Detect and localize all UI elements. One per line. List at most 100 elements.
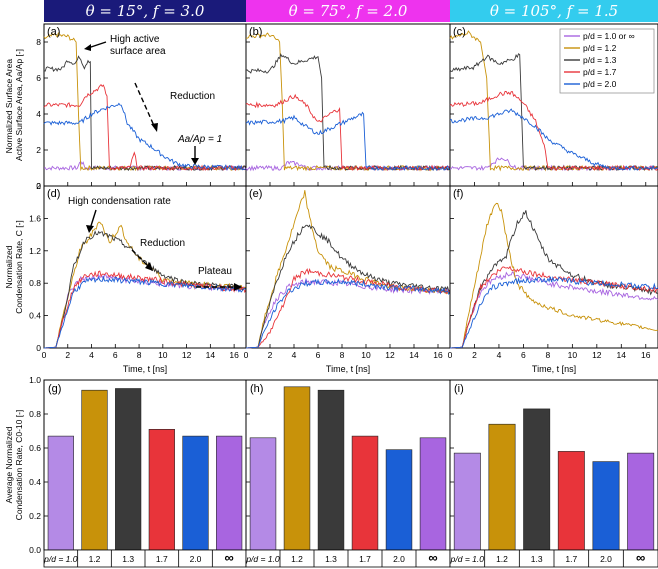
x-tick-label: 4 — [497, 350, 502, 360]
bar — [351, 435, 379, 551]
arrowhead — [145, 262, 153, 271]
x-tick-label: 2 — [268, 350, 273, 360]
x-tick-label: 10 — [361, 350, 371, 360]
series-line — [245, 268, 451, 349]
y-tick-label: 1.2 — [29, 246, 41, 256]
series-line — [245, 278, 451, 349]
y-tick-label: 0 — [36, 343, 41, 353]
panel-frame — [449, 379, 658, 551]
x-tick-label: 8 — [340, 350, 345, 360]
legend-label: p/d = 1.2 — [583, 43, 617, 53]
legend-label: p/d = 1.3 — [583, 55, 617, 65]
category-label: p/d = 1.0 — [43, 554, 78, 564]
series-line — [449, 265, 658, 349]
arrowhead — [151, 123, 158, 132]
bar — [283, 386, 311, 551]
y-axis-label: Average NormalizedCondensation Rate, C0-… — [4, 410, 24, 521]
panel-i: p/d = 1.0 1.2 1.3 1.7 2.0 ∞ (i) — [449, 379, 658, 568]
x-tick-label: 0 — [42, 350, 47, 360]
panel-label: (e) — [249, 188, 262, 200]
category-table: p/d = 1.0 1.2 1.3 1.7 2.0 ∞ — [449, 549, 658, 568]
x-axis-label: Time, t [ns] — [123, 364, 167, 374]
x-tick-label: 10 — [568, 350, 578, 360]
category-label: ∞ — [225, 550, 234, 565]
y-tick-label: 0.4 — [29, 311, 41, 321]
bar — [47, 435, 74, 551]
x-tick-label: 8 — [137, 350, 142, 360]
series-line — [449, 108, 658, 171]
bar — [419, 437, 447, 551]
category-label: 1.2 — [291, 554, 303, 564]
series-line — [245, 93, 451, 171]
panel-frame — [43, 379, 247, 551]
series-line — [245, 224, 451, 349]
series-line — [245, 111, 451, 171]
y-tick-label: 8 — [36, 37, 41, 47]
header-col-3: θ = 105°, f = 1.5 — [450, 0, 658, 22]
arrowhead — [191, 158, 199, 165]
x-tick-label: 16 — [229, 350, 239, 360]
y-tick-label: 6 — [36, 73, 41, 83]
category-label: ∞ — [636, 550, 645, 565]
annotation-text: Reduction — [140, 238, 185, 249]
annotations-d: High condensation rate Reduction Plateau — [68, 196, 242, 291]
panel-label: (a) — [47, 26, 60, 38]
bar — [115, 388, 142, 551]
bar — [182, 435, 209, 551]
arrowhead — [234, 283, 242, 291]
x-tick-label: 12 — [385, 350, 395, 360]
arrowhead — [86, 225, 94, 233]
y-tick-label: 0.8 — [29, 278, 41, 288]
category-label: 1.3 — [325, 554, 337, 564]
x-tick-label: 14 — [206, 350, 216, 360]
x-tick-label: 16 — [433, 350, 443, 360]
bar — [216, 435, 243, 551]
x-tick-label: 2 — [472, 350, 477, 360]
category-label: 1.7 — [565, 554, 577, 564]
category-label: p/d = 1.0 — [245, 554, 280, 564]
y-tick-label: 0.4 — [29, 477, 41, 487]
x-axis-label: Time, t [ns] — [326, 364, 370, 374]
bar — [148, 428, 175, 551]
bar — [627, 452, 655, 551]
header-col-1: θ = 15°, f = 3.0 — [44, 0, 246, 22]
panel-frame — [245, 379, 451, 551]
annotation-text: Reduction — [170, 91, 215, 102]
y-axis-label: Normalized Surface Area Active Surface A… — [4, 49, 24, 161]
y-tick-label: 0.2 — [29, 511, 41, 521]
panel-frame — [43, 185, 247, 349]
series-line — [43, 230, 247, 349]
category-label: 1.3 — [122, 554, 134, 564]
panel-label: (f) — [453, 188, 463, 200]
category-label: p/d = 1.0 — [450, 554, 485, 564]
bar — [249, 437, 277, 551]
legend-label: p/d = 1.7 — [583, 67, 617, 77]
category-label: 1.3 — [531, 554, 543, 564]
panel-frame — [245, 185, 451, 349]
category-label: 1.2 — [89, 554, 101, 564]
y-tick-label: 1.6 — [29, 213, 41, 223]
bar — [317, 389, 345, 551]
annotation-arrow — [134, 82, 156, 129]
panel-label: (i) — [454, 383, 464, 395]
x-tick-label: 12 — [182, 350, 192, 360]
y-axis-label: NormalizedCondensation Rate, C [-] — [4, 220, 24, 314]
x-tick-label: 16 — [641, 350, 651, 360]
x-tick-label: 4 — [89, 350, 94, 360]
annotation-text: High active — [110, 34, 160, 45]
legend: p/d = 1.0 or ∞ p/d = 1.2 p/d = 1.3 p/d = 1.… — [559, 28, 655, 94]
category-label: 2.0 — [393, 554, 405, 564]
panel-g: 0.0 0.2 0.4 0.6 0.8 1.0 p/d = 1.0 1.2 1.3 1.7 2.0 ∞… — [29, 375, 247, 568]
category-table: p/d = 1.0 1.2 1.3 1.7 2.0 ∞ — [43, 549, 247, 568]
panel-label: (g) — [48, 383, 61, 395]
category-label: ∞ — [428, 550, 437, 565]
series-line — [245, 277, 451, 349]
legend-label: p/d = 1.0 or ∞ — [583, 31, 635, 41]
x-tick-label: 4 — [292, 350, 297, 360]
x-tick-label: 10 — [158, 350, 168, 360]
series-line — [449, 90, 658, 171]
panel-b: (b) — [245, 23, 451, 187]
annotation-text: surface area — [110, 46, 166, 57]
